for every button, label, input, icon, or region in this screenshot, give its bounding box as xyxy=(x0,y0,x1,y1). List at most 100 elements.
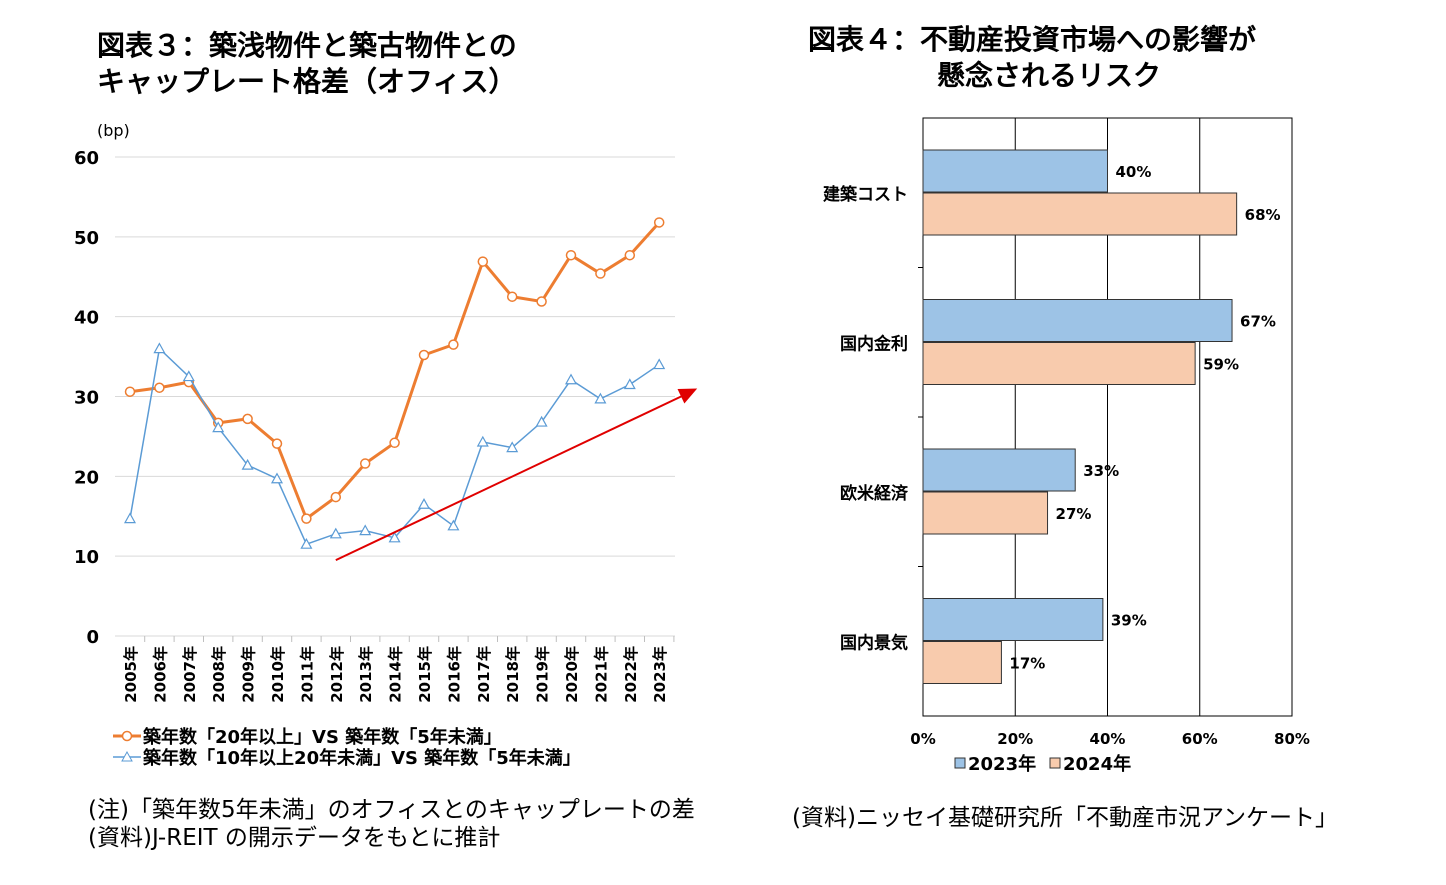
left-chart-title-line2: キャップレート格差（オフィス） xyxy=(97,65,517,98)
data-point xyxy=(476,435,489,447)
data-label: 59% xyxy=(1203,356,1239,374)
right-chart-title-line2: 懸念されるリスク xyxy=(937,59,1162,92)
x-tick-label: 2007年 xyxy=(181,646,199,703)
legend-label: 築年数「20年以上」VS 築年数「5年未満」 xyxy=(142,726,502,748)
data-point xyxy=(564,373,578,385)
data-point xyxy=(623,378,636,390)
data-point xyxy=(388,531,401,543)
x-tick-label: 2014年 xyxy=(387,646,405,703)
bar xyxy=(922,149,1108,193)
data-point xyxy=(182,370,195,382)
data-point xyxy=(300,537,313,549)
data-point xyxy=(359,458,371,469)
data-label: 67% xyxy=(1240,313,1276,331)
bar xyxy=(922,192,1238,236)
y-tick-label: 50 xyxy=(74,228,99,249)
y-tick-label: 10 xyxy=(74,547,99,568)
data-point xyxy=(212,421,225,433)
x-tick-label: 2015年 xyxy=(416,646,434,703)
bar xyxy=(922,641,1002,684)
data-point xyxy=(653,217,665,228)
x-tick-label: 2021年 xyxy=(592,646,610,703)
data-point xyxy=(477,256,489,267)
x-tick-label: 2006年 xyxy=(151,646,169,703)
data-point xyxy=(535,415,548,427)
bar xyxy=(922,448,1076,492)
x-tick-label: 2020年 xyxy=(563,646,581,703)
y-tick-label: 40 xyxy=(74,308,99,329)
data-label: 27% xyxy=(1056,505,1092,523)
legend-label: 築年数「10年以上20年未満」VS 築年数「5年未満」 xyxy=(142,747,581,769)
data-point xyxy=(359,524,372,536)
y-tick-label: 20 xyxy=(74,467,99,488)
data-point xyxy=(595,268,606,279)
x-tick-label: 2009年 xyxy=(240,646,258,703)
x-tick-label: 2010年 xyxy=(269,646,287,703)
x-tick-label: 0% xyxy=(910,730,935,748)
data-point xyxy=(123,512,137,524)
bar xyxy=(922,299,1233,342)
data-label: 39% xyxy=(1111,612,1147,630)
category-label: 建築コスト xyxy=(823,184,908,205)
legend-swatch xyxy=(1049,757,1061,769)
data-label: 33% xyxy=(1083,462,1119,480)
legend-marker xyxy=(121,750,133,762)
x-tick-label: 2005年 xyxy=(122,646,140,703)
legend-swatch xyxy=(954,757,966,769)
data-point xyxy=(389,437,400,449)
data-point xyxy=(506,291,518,302)
data-point xyxy=(153,342,166,354)
data-label: 17% xyxy=(1009,655,1045,673)
data-point xyxy=(329,527,342,539)
x-tick-label: 2012年 xyxy=(328,646,346,703)
left-note-1: (注)「築年数5年未満」のオフィスとのキャップレートの差 xyxy=(88,797,695,823)
x-tick-label: 20% xyxy=(997,730,1033,748)
data-point xyxy=(565,249,577,261)
legend-label: 2024年 xyxy=(1063,753,1131,775)
left-chart-title-line1: 図表３：築浅物件と築古物件との xyxy=(97,29,517,62)
y-tick-label: 0 xyxy=(86,627,99,648)
data-point xyxy=(242,413,253,425)
legend-marker xyxy=(121,730,133,742)
data-point xyxy=(536,296,547,307)
x-tick-label: 2018年 xyxy=(504,646,522,703)
x-tick-label: 2016年 xyxy=(445,646,463,703)
right-note-1: (資料)ニッセイ基礎研究所「不動産市況アンケート」 xyxy=(792,805,1339,831)
trend-arrow-line xyxy=(335,394,684,562)
legend-label: 2023年 xyxy=(968,753,1036,775)
data-point xyxy=(653,358,666,370)
y-tick-label: 30 xyxy=(74,388,99,409)
series-line-1 xyxy=(129,221,661,522)
data-point xyxy=(506,441,519,453)
data-point xyxy=(330,491,342,503)
x-tick-label: 2008年 xyxy=(210,646,228,703)
y-axis-unit: (bp) xyxy=(97,121,130,140)
x-tick-label: 60% xyxy=(1182,730,1218,748)
data-label: 40% xyxy=(1116,163,1152,181)
data-point xyxy=(594,392,607,404)
x-tick-label: 2023年 xyxy=(651,646,669,703)
data-point xyxy=(448,339,459,350)
x-tick-label: 2011年 xyxy=(298,646,316,703)
left-note-2: (資料)J-REIT の開示データをもとに推計 xyxy=(88,825,501,851)
category-label: 国内金利 xyxy=(840,333,908,354)
x-tick-label: 2013年 xyxy=(357,646,375,703)
data-point xyxy=(271,438,283,449)
trend-arrow-head xyxy=(677,388,698,404)
data-point xyxy=(418,349,430,361)
data-point xyxy=(124,386,136,397)
bar xyxy=(922,598,1104,641)
bar xyxy=(922,342,1196,385)
x-tick-label: 2017年 xyxy=(475,646,493,703)
x-tick-label: 40% xyxy=(1090,730,1126,748)
y-tick-label: 60 xyxy=(74,148,99,169)
data-point xyxy=(154,382,165,393)
right-chart-title-line1: 図表４：不動産投資市場への影響が xyxy=(808,23,1257,56)
bar xyxy=(922,491,1049,535)
category-label: 国内景気 xyxy=(840,632,908,653)
x-tick-label: 80% xyxy=(1274,730,1310,748)
data-point xyxy=(447,519,460,531)
data-point xyxy=(624,249,636,261)
x-tick-label: 2022年 xyxy=(622,646,640,703)
